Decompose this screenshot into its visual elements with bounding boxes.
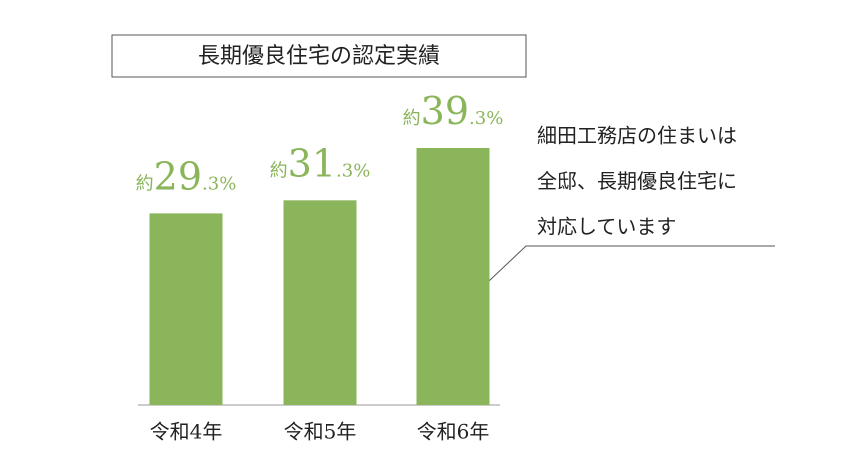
x-tick-label: 令和4年 (150, 420, 223, 444)
chart-title: 長期優良住宅の認定実績 (198, 44, 440, 69)
value-label: 約31.3% (270, 141, 371, 185)
bar (149, 213, 223, 405)
bar (283, 200, 357, 405)
title-box (111, 34, 527, 78)
callout-line (470, 245, 775, 299)
annotation: 全邸、長期優良住宅に (537, 169, 737, 193)
annotation: 細田工務店の住まいは (537, 124, 737, 148)
x-tick-label: 令和6年 (417, 420, 490, 444)
value-label: 約29.3% (136, 154, 237, 198)
x-tick-label: 令和5年 (284, 420, 357, 444)
bar (416, 148, 490, 405)
annotation: 対応しています (537, 215, 676, 239)
value-label: 約39.3% (403, 89, 504, 133)
